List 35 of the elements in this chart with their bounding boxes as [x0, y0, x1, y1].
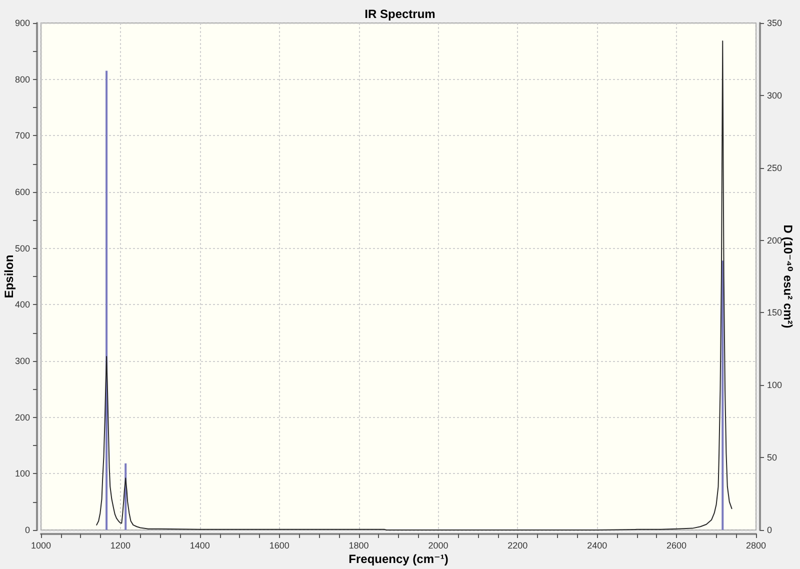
- bar: [722, 260, 724, 530]
- y2-tick-label: 100: [767, 380, 782, 390]
- y-tick-label: 700: [14, 130, 30, 141]
- y-tick-label: 600: [14, 187, 30, 197]
- y2-axis-title: D (10⁻⁴⁰ esu² cm²): [781, 224, 795, 328]
- x-tick-label: 2800: [746, 540, 766, 550]
- y2-tick-label: 50: [767, 452, 778, 463]
- y-tick-label: 200: [14, 412, 30, 422]
- x-tick-label: 2000: [428, 540, 448, 550]
- x-tick-label: 1000: [30, 540, 52, 550]
- y2-tick-label: 350: [767, 18, 782, 28]
- x-tick-label: 1400: [190, 540, 210, 550]
- x-axis-title: Frequency (cm⁻¹): [348, 552, 448, 566]
- x-tick-label: 1200: [110, 540, 130, 550]
- y-tick-label: 800: [14, 74, 30, 84]
- y-axis-title: Epsilon: [2, 254, 16, 298]
- y-tick-label: 100: [14, 468, 30, 479]
- y-tick-label: 900: [14, 18, 30, 28]
- y2-tick-label: 200: [767, 235, 782, 246]
- y-tick-label: 500: [14, 243, 30, 254]
- y-tick-label: 0: [24, 525, 30, 535]
- x-tick-label: 2200: [508, 540, 528, 550]
- y-tick-label: 300: [14, 356, 30, 366]
- x-tick-label: 2400: [587, 540, 608, 550]
- chart-title: IR Spectrum: [364, 7, 436, 21]
- y2-tick-label: 300: [767, 90, 782, 100]
- x-tick-label: 1800: [348, 540, 369, 550]
- x-tick-label: 1600: [269, 540, 290, 550]
- y2-tick-label: 250: [767, 162, 782, 173]
- y-tick-label: 400: [14, 300, 30, 310]
- y2-tick-label: 150: [767, 308, 782, 318]
- line-series: [96, 40, 732, 530]
- y2-tick-label: 0: [767, 525, 772, 535]
- x-tick-label: 2600: [666, 540, 687, 550]
- bar: [106, 70, 108, 530]
